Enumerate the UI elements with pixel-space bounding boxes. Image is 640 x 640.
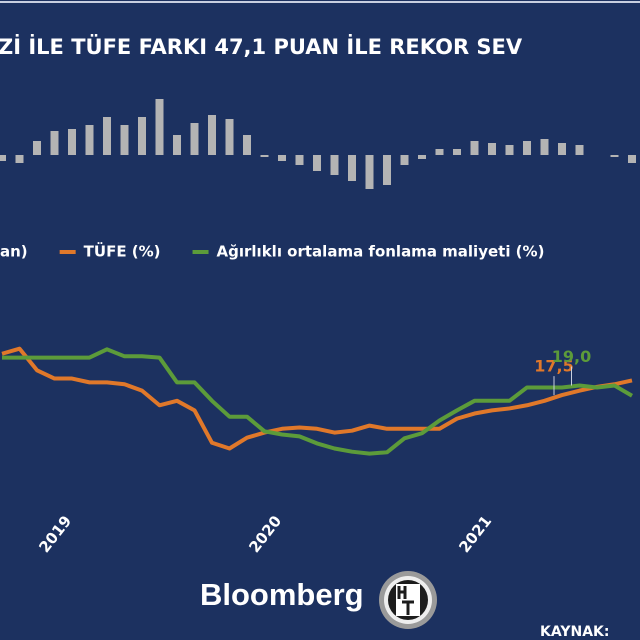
line [2,347,634,456]
bar [120,125,129,155]
bar [68,129,76,155]
bar [173,135,181,155]
bar [540,139,549,155]
brand: Bloomberg [200,577,364,612]
data-label: 17,5 [534,357,573,376]
bar [400,155,409,165]
chart-title: Zİ İLE TÜFE FARKI 47,1 PUAN İLE REKOR SE… [0,34,523,59]
bar [190,123,199,155]
legend-label: an) [0,243,28,261]
line [1,346,633,451]
bar [15,155,24,163]
bar [523,141,531,155]
bar [208,115,216,155]
ht-logo [379,571,437,629]
data-label: 19,0 [552,347,591,366]
bar [610,155,619,157]
bar [453,149,461,155]
bar [243,135,251,155]
legend-label: TÜFE (%) [84,242,161,261]
bar [0,155,6,161]
bar [628,155,636,163]
bar [365,155,374,189]
bar [225,119,234,155]
bar [138,117,146,155]
bar [488,143,496,155]
bar [278,155,286,161]
bar [313,155,321,171]
bar [348,155,356,181]
bar [383,155,391,185]
bar [505,145,514,155]
bar [85,125,94,155]
bar [470,141,479,155]
bar [330,155,339,175]
bar [558,143,566,155]
bar [295,155,304,165]
bar [435,149,444,155]
legend-label: Ağırlıklı ortalama fonlama maliyeti (%) [217,243,545,261]
bar [103,117,111,155]
bar [260,155,269,157]
bar [50,131,59,155]
bar [155,99,164,155]
bar [418,155,426,159]
source: KAYNAK: [540,624,609,640]
bar [33,141,41,155]
bar [575,145,584,155]
